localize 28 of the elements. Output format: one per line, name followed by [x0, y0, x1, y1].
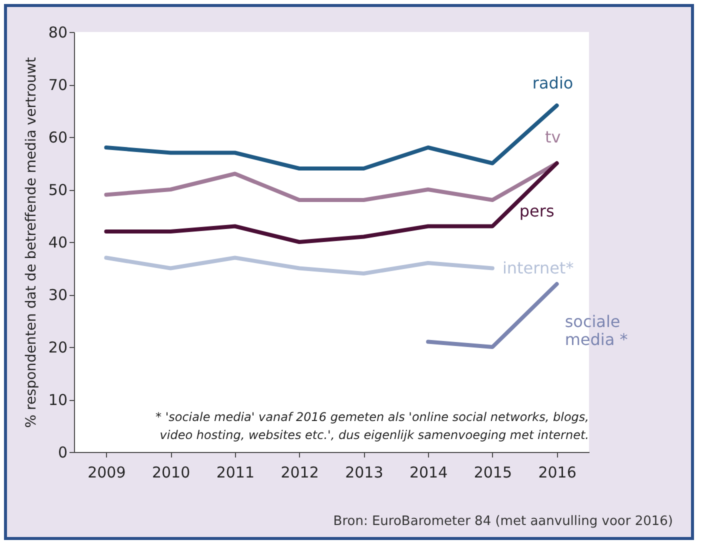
y-tick-label: 50	[48, 181, 68, 199]
y-tick-label: 0	[58, 444, 68, 462]
annotation: * 'sociale media' vanaf 2016 gemeten als 'online social networks, blogs, video hosting, websites etc.', dus eigenlijk samenvoeging met internet.	[156, 410, 589, 442]
y-tick-label: 60	[48, 128, 68, 146]
line-series	[104, 104, 559, 170]
y-tick-label: 10	[48, 391, 68, 409]
series-label: tv	[544, 127, 561, 146]
x-tick-label: 2012	[280, 464, 319, 482]
x-tick-label: 2010	[152, 464, 190, 482]
series-label: internet*	[502, 258, 574, 278]
x-tick-label: 2016	[538, 464, 576, 482]
x-tick-label: 2014	[409, 464, 448, 482]
series-label: radio	[532, 74, 574, 92]
y-tick-label: 70	[48, 76, 68, 94]
y-tick-label: 20	[48, 338, 68, 356]
x-tick-label: 2015	[474, 464, 512, 482]
y-tick-label: 30	[48, 286, 68, 304]
x-tick-label: 2009	[88, 464, 126, 482]
series-label: sociale media *	[564, 312, 628, 349]
y-axis-title: % respondenten dat de betreffende media vertrouwt	[23, 56, 40, 428]
line-series	[104, 256, 494, 276]
text: Bron: EuroBarometer 84 (met aanvulling voor 2016)	[333, 514, 673, 529]
series-label: pers	[519, 201, 554, 220]
y-tick-label: 40	[48, 234, 68, 252]
line-series	[104, 161, 559, 244]
x-tick-label: 2011	[216, 464, 255, 482]
x-tick-label: 2013	[345, 464, 384, 482]
y-tick-label: 80	[48, 24, 68, 42]
